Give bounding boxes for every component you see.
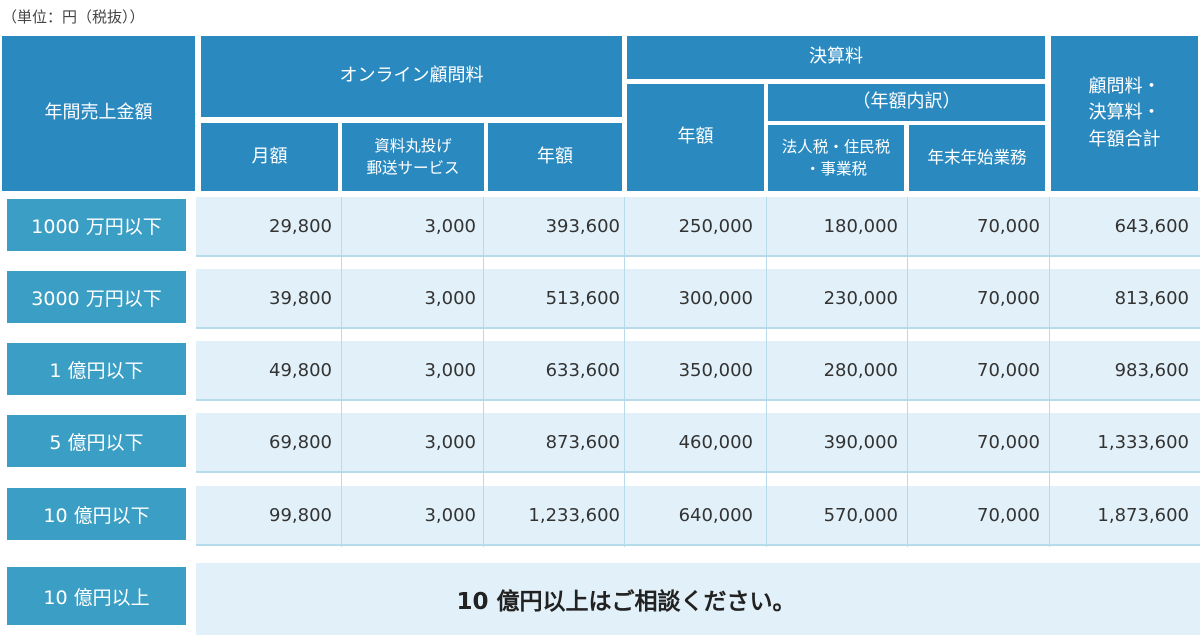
header-online-monthly: 月額 <box>201 123 338 191</box>
cell-corp-tax: 230,000 <box>823 287 898 309</box>
column-divider <box>624 197 625 547</box>
cell-settle-yearly: 350,000 <box>678 359 753 381</box>
cell-doc: 3,000 <box>424 431 476 453</box>
cell-doc: 3,000 <box>424 215 476 237</box>
cell-monthly: 29,800 <box>269 215 332 237</box>
row-divider <box>196 399 1200 401</box>
cell-online-yearly: 1,233,600 <box>528 504 620 526</box>
column-divider <box>483 197 484 547</box>
cell-monthly: 49,800 <box>269 359 332 381</box>
header-corp-tax: 法人税・住民税 ・事業税 <box>768 125 904 191</box>
cell-year-end: 70,000 <box>977 359 1040 381</box>
cell-monthly: 69,800 <box>269 431 332 453</box>
cell-doc: 3,000 <box>424 359 476 381</box>
cell-online-yearly: 393,600 <box>545 215 620 237</box>
cell-corp-tax: 280,000 <box>823 359 898 381</box>
column-divider <box>341 197 342 547</box>
header-corp-tax-line1: 法人税・住民税 <box>781 137 891 156</box>
cell-monthly: 99,800 <box>269 504 332 526</box>
column-divider <box>766 197 767 547</box>
header-total: 顧問料・ 決算料・ 年額合計 <box>1051 36 1198 191</box>
table-row-bg <box>196 486 1200 544</box>
row-label: 3000 万円以下 <box>7 271 186 323</box>
row-label: 1 億円以下 <box>7 343 186 395</box>
cell-total: 1,873,600 <box>1097 504 1189 526</box>
cell-online-yearly: 633,600 <box>545 359 620 381</box>
header-total-line2: 決算料・ <box>1088 102 1161 124</box>
cell-total: 983,600 <box>1114 359 1189 381</box>
row-label: 5 億円以下 <box>7 415 186 467</box>
cell-year-end: 70,000 <box>977 431 1040 453</box>
cell-total: 813,600 <box>1114 287 1189 309</box>
cell-settle-yearly: 640,000 <box>678 504 753 526</box>
header-year-end: 年末年始業務 <box>909 125 1045 191</box>
cell-doc: 3,000 <box>424 287 476 309</box>
cell-corp-tax: 390,000 <box>823 431 898 453</box>
cell-total: 1,333,600 <box>1097 431 1189 453</box>
row-divider <box>196 327 1200 329</box>
header-corp-tax-line2: ・事業税 <box>804 160 867 178</box>
cell-year-end: 70,000 <box>977 287 1040 309</box>
row-divider <box>196 471 1200 473</box>
header-settlement-yearly: 年額 <box>627 84 764 191</box>
cell-settle-yearly: 300,000 <box>678 287 753 309</box>
header-settlement: 決算料 <box>627 36 1045 79</box>
header-online-doc-line1: 資料丸投げ <box>374 136 452 155</box>
cell-year-end: 70,000 <box>977 215 1040 237</box>
cell-total: 643,600 <box>1114 215 1189 237</box>
header-online: オンライン顧問料 <box>201 36 622 117</box>
consultation-message: 10 億円以上はご相談ください。 <box>456 589 796 615</box>
table-row-bg <box>196 413 1200 471</box>
row-label-last: 10 億円以上 <box>7 567 186 625</box>
header-online-yearly: 年額 <box>488 123 622 191</box>
column-divider <box>907 197 908 547</box>
cell-online-yearly: 513,600 <box>545 287 620 309</box>
row-divider <box>196 255 1200 257</box>
cell-settle-yearly: 250,000 <box>678 215 753 237</box>
cell-corp-tax: 180,000 <box>823 215 898 237</box>
header-breakdown: （年額内訳） <box>768 84 1045 121</box>
table-row-bg <box>196 341 1200 399</box>
row-divider <box>196 544 1200 546</box>
last-row-bg <box>196 563 1200 635</box>
header-sales: 年間売上金額 <box>2 36 195 191</box>
header-online-doc-line2: 郵送サービス <box>366 159 460 177</box>
header-total-line3: 年額合計 <box>1088 128 1161 150</box>
column-divider <box>1049 197 1050 547</box>
table-row-bg <box>196 269 1200 327</box>
cell-online-yearly: 873,600 <box>545 431 620 453</box>
cell-corp-tax: 570,000 <box>823 504 898 526</box>
table-row-bg <box>196 197 1200 255</box>
cell-monthly: 39,800 <box>269 287 332 309</box>
header-online-doc: 資料丸投げ 郵送サービス <box>342 123 484 191</box>
header-total-line1: 顧問料・ <box>1088 76 1161 98</box>
row-label: 1000 万円以下 <box>7 199 186 251</box>
cell-settle-yearly: 460,000 <box>678 431 753 453</box>
unit-note: （単位：円（税抜）） <box>2 8 145 26</box>
cell-year-end: 70,000 <box>977 504 1040 526</box>
cell-doc: 3,000 <box>424 504 476 526</box>
row-label: 10 億円以下 <box>7 488 186 540</box>
